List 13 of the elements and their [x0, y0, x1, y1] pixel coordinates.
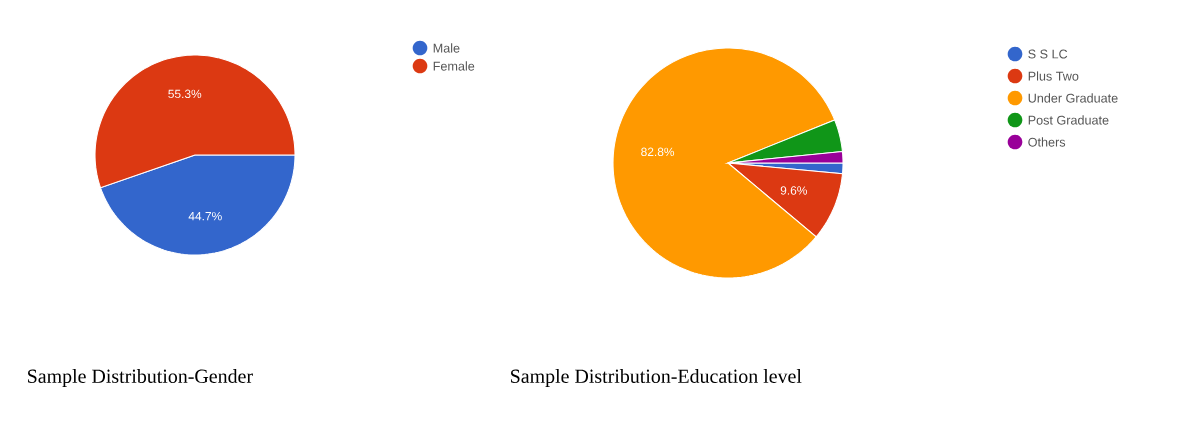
- text: Sample Distribution-Education level: [511, 368, 802, 388]
- data-label: 44.7%: [188, 211, 222, 221]
- text: Sample Distribution-Gender: [28, 368, 253, 388]
- legend-label: Others: [1028, 137, 1066, 147]
- legend-label: Female: [433, 61, 475, 71]
- legend-label: Plus Two: [1028, 71, 1079, 81]
- legend-label: Post Graduate: [1028, 115, 1109, 125]
- data-label: 55.3%: [168, 89, 202, 99]
- legend-label: Under Graduate: [1028, 93, 1118, 103]
- data-label: 9.6%: [780, 186, 807, 195]
- legend-label: S S LC: [1028, 49, 1068, 59]
- data-label: 82.8%: [641, 147, 675, 157]
- legend-label: Male: [433, 43, 460, 53]
